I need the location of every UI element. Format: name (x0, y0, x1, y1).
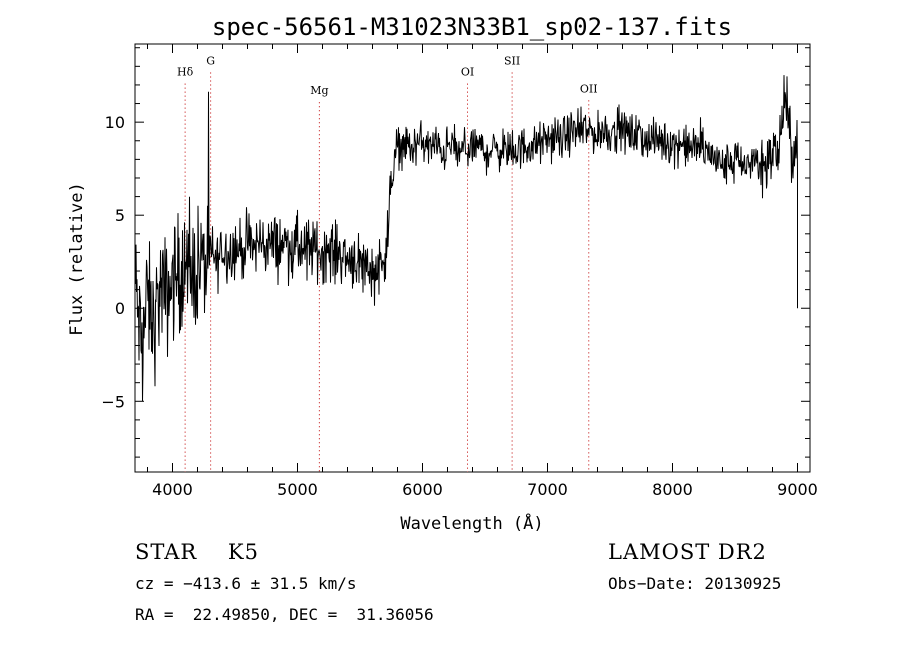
x-axis-label: Wavelength (Å) (400, 512, 543, 534)
spectral-line-label: SII (504, 54, 520, 67)
redshift-velocity: cz = −413.6 ± 31.5 km/s (135, 574, 357, 593)
spectral-line-label: OII (580, 82, 598, 95)
y-tick-label: −5 (101, 392, 125, 411)
y-axis-label: Flux (relative) (67, 182, 87, 336)
x-tick-label: 6000 (402, 480, 443, 499)
y-tick-label: 0 (115, 299, 125, 318)
spectral-line-label: Mg (310, 84, 328, 97)
x-tick-label: 9000 (777, 480, 818, 499)
y-tick-label: 10 (105, 113, 125, 132)
x-tick-label: 8000 (652, 480, 693, 499)
x-tick-label: 4000 (152, 480, 193, 499)
object-class: STAR K5 (135, 540, 259, 564)
spectral-line-label: OI (461, 66, 474, 79)
survey-name: LAMOST DR2 (608, 540, 767, 564)
plot-area: 4000 5000 6000 7000 8000 9000 −5 0 5 10 Hδ G Mg OI SII… (101, 43, 818, 499)
x-tick-label: 5000 (277, 480, 318, 499)
observation-date: Obs−Date: 20130925 (608, 574, 782, 593)
x-tick-label: 7000 (527, 480, 568, 499)
sky-coordinates: RA = 22.49850, DEC = 31.36056 (135, 605, 434, 624)
spectrum-line (134, 75, 798, 402)
spectral-line-label: Hδ (177, 66, 194, 79)
spectral-line-label: G (206, 54, 215, 67)
y-tick-label: 5 (115, 206, 125, 225)
chart-title: spec-56561-M31023N33B1_sp02-137.fits (212, 13, 732, 41)
